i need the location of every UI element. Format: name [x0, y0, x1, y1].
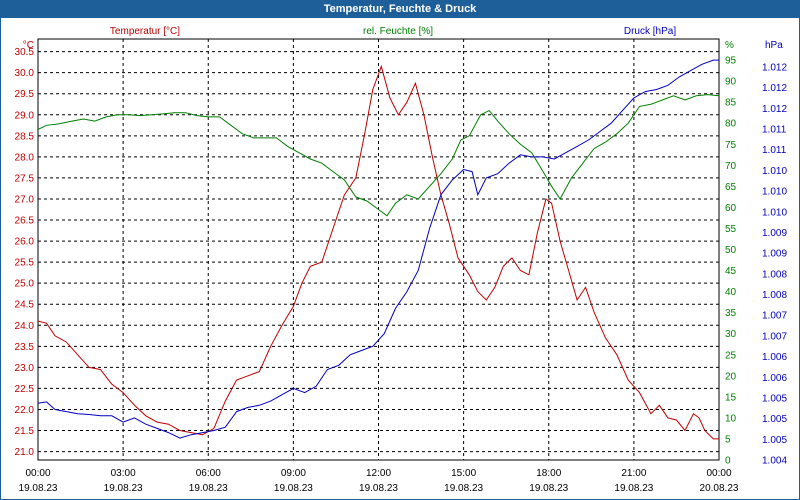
temperature-tick-label: 22.5: [15, 384, 35, 395]
x-tick-label: 15:00: [451, 468, 476, 479]
pressure-tick-label: 1.010: [762, 207, 787, 218]
x-date-label: 19.08.23: [19, 483, 58, 494]
temperature-tick-label: 29.5: [15, 89, 35, 100]
series-legend-1: rel. Feuchte [%]: [363, 26, 433, 37]
humidity-tick-label: 90: [725, 77, 737, 88]
humidity-tick-label: 15: [725, 392, 737, 403]
temperature-tick-label: 22.0: [15, 405, 35, 416]
humidity-tick-label: 85: [725, 98, 737, 109]
humidity-unit-label: %: [725, 40, 734, 51]
pressure-tick-label: 1.009: [762, 228, 787, 239]
temperature-tick-label: 25.5: [15, 258, 35, 269]
temperature-tick-label: 26.5: [15, 216, 35, 227]
humidity-tick-label: 55: [725, 224, 737, 235]
temperature-tick-label: 25.0: [15, 279, 35, 290]
x-date-label: 19.08.23: [444, 483, 483, 494]
x-date-label: 19.08.23: [274, 483, 313, 494]
pressure-tick-label: 1.012: [762, 63, 787, 74]
pressure-tick-label: 1.009: [762, 249, 787, 260]
pressure-tick-label: 1.012: [762, 104, 787, 115]
temperature-tick-label: 24.0: [15, 321, 35, 332]
x-date-label: 19.08.23: [104, 483, 143, 494]
temperature-tick-label: 23.0: [15, 363, 35, 374]
humidity-tick-label: 0: [725, 456, 731, 467]
humidity-tick-label: 75: [725, 140, 737, 151]
x-date-label: 20.08.23: [700, 483, 739, 494]
pressure-unit-label: hPa: [765, 40, 783, 51]
x-date-label: 19.08.23: [529, 483, 568, 494]
humidity-tick-label: 50: [725, 245, 737, 256]
pressure-tick-label: 1.010: [762, 187, 787, 198]
temperature-tick-label: 21.5: [15, 426, 35, 437]
humidity-tick-label: 60: [725, 203, 737, 214]
humidity-tick-label: 40: [725, 287, 737, 298]
pressure-tick-label: 1.006: [762, 352, 787, 363]
pressure-tick-label: 1.012: [762, 83, 787, 94]
series-line-temperature: [37, 64, 719, 440]
humidity-tick-label: 5: [725, 434, 731, 445]
temperature-tick-label: 30.0: [15, 68, 35, 79]
series-line-humidity: [37, 94, 720, 217]
pressure-tick-label: 1.004: [762, 456, 787, 467]
pressure-tick-label: 1.005: [762, 435, 787, 446]
pressure-tick-label: 1.005: [762, 414, 787, 425]
humidity-tick-label: 35: [725, 308, 737, 319]
series-legend-2: Druck [hPa]: [624, 26, 676, 37]
x-date-label: 19.08.23: [359, 483, 398, 494]
pressure-tick-label: 1.008: [762, 290, 787, 301]
temperature-tick-label: 27.0: [15, 194, 35, 205]
window-title: Temperatur, Feuchte & Druck: [1, 1, 799, 18]
temperature-tick-label: 30.5: [15, 47, 35, 58]
humidity-tick-label: 65: [725, 182, 737, 193]
temperature-tick-label: 28.0: [15, 152, 35, 163]
humidity-tick-label: 80: [725, 119, 737, 130]
x-tick-label: 00:00: [706, 468, 731, 479]
x-tick-label: 21:00: [621, 468, 646, 479]
x-tick-label: 09:00: [281, 468, 306, 479]
temperature-tick-label: 21.0: [15, 447, 35, 458]
humidity-tick-label: 20: [725, 371, 737, 382]
humidity-tick-label: 70: [725, 161, 737, 172]
pressure-tick-label: 1.011: [762, 145, 787, 156]
humidity-tick-label: 95: [725, 56, 737, 67]
humidity-tick-label: 10: [725, 413, 737, 424]
humidity-tick-label: 25: [725, 350, 737, 361]
pressure-tick-label: 1.008: [762, 269, 787, 280]
temperature-tick-label: 24.5: [15, 300, 35, 311]
x-date-label: 19.08.23: [189, 483, 228, 494]
pressure-tick-label: 1.005: [762, 393, 787, 404]
pressure-tick-label: 1.007: [762, 311, 787, 322]
x-date-label: 19.08.23: [614, 483, 653, 494]
pressure-tick-label: 1.011: [762, 125, 787, 136]
humidity-tick-label: 30: [725, 329, 737, 340]
x-tick-label: 03:00: [111, 468, 136, 479]
x-tick-label: 06:00: [196, 468, 221, 479]
temperature-tick-label: 23.5: [15, 342, 35, 353]
temperature-tick-label: 26.0: [15, 237, 35, 248]
x-tick-label: 12:00: [366, 468, 391, 479]
pressure-tick-label: 1.006: [762, 373, 787, 384]
x-tick-label: 00:00: [25, 468, 50, 479]
series-legend-0: Temperatur [°C]: [110, 26, 180, 37]
series-line-pressure: [37, 59, 719, 439]
humidity-tick-label: 45: [725, 266, 737, 277]
pressure-tick-label: 1.010: [762, 166, 787, 177]
temperature-unit-label: °C: [23, 40, 34, 51]
temperature-tick-label: 29.0: [15, 110, 35, 121]
pressure-tick-label: 1.007: [762, 331, 787, 342]
temperature-tick-label: 28.5: [15, 131, 35, 142]
x-tick-label: 18:00: [536, 468, 561, 479]
temperature-tick-label: 27.5: [15, 173, 35, 184]
